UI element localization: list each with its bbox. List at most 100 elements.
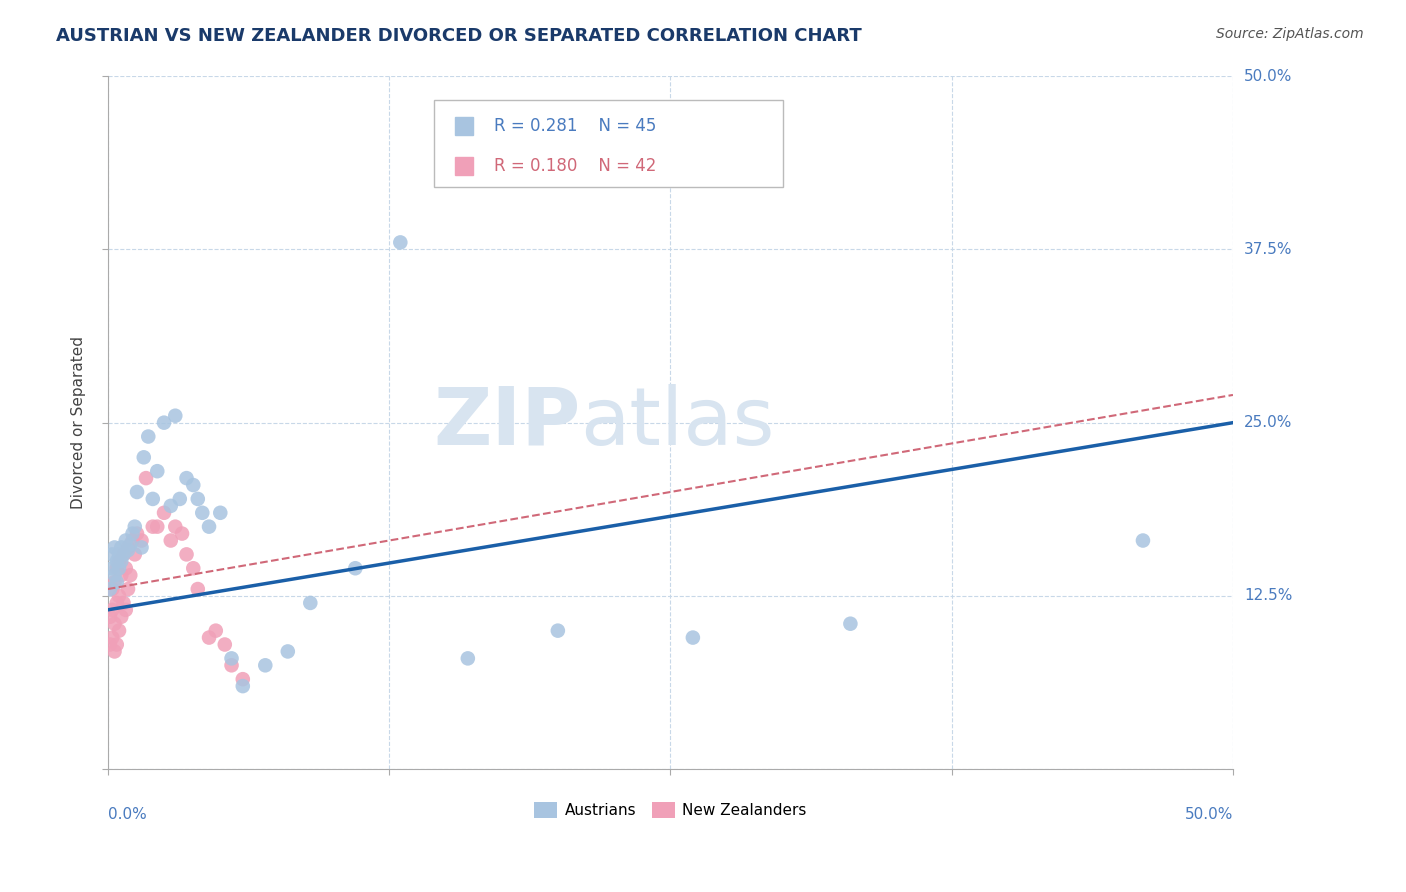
Point <box>181 561 204 575</box>
Text: 12.5%: 12.5% <box>1244 589 1292 604</box>
Point <box>103 644 125 658</box>
Text: 37.5%: 37.5% <box>1244 242 1292 257</box>
Legend: Austrians, New Zealanders: Austrians, New Zealanders <box>529 796 813 824</box>
Point <box>110 609 132 624</box>
Point <box>389 235 412 250</box>
Point <box>839 616 862 631</box>
Point <box>117 541 139 555</box>
Point <box>131 533 153 548</box>
Point <box>120 568 142 582</box>
Point <box>146 519 169 533</box>
Point <box>170 526 193 541</box>
Point <box>125 485 148 500</box>
Text: Source: ZipAtlas.com: Source: ZipAtlas.com <box>1216 27 1364 41</box>
Text: atlas: atlas <box>581 384 775 462</box>
Point <box>124 548 146 562</box>
Point <box>181 478 204 492</box>
Point <box>114 561 136 575</box>
Point <box>101 548 124 562</box>
Point <box>176 548 198 562</box>
Point <box>103 575 125 590</box>
Point <box>112 596 135 610</box>
Point <box>142 519 165 533</box>
Point <box>108 561 131 575</box>
Point <box>135 471 157 485</box>
Point <box>187 582 209 596</box>
Point <box>547 624 569 638</box>
Point <box>146 464 169 478</box>
Point <box>457 651 479 665</box>
Point <box>136 429 159 443</box>
Point <box>187 491 209 506</box>
Text: 50.0%: 50.0% <box>1185 807 1233 822</box>
Point <box>98 609 121 624</box>
Point <box>176 471 198 485</box>
Point <box>221 658 243 673</box>
Point <box>114 603 136 617</box>
Point <box>254 658 277 673</box>
Point <box>98 582 121 596</box>
Point <box>110 568 132 582</box>
Text: 25.0%: 25.0% <box>1244 415 1292 430</box>
Point <box>204 624 226 638</box>
Point <box>125 526 148 541</box>
Point <box>153 506 176 520</box>
Text: R = 0.180    N = 42: R = 0.180 N = 42 <box>494 157 657 175</box>
Point <box>105 596 128 610</box>
Point <box>299 596 322 610</box>
Point <box>108 589 131 603</box>
Point <box>108 624 131 638</box>
Point <box>108 548 131 562</box>
Point <box>221 651 243 665</box>
Text: 50.0%: 50.0% <box>1244 69 1292 84</box>
Point <box>103 616 125 631</box>
Text: AUSTRIAN VS NEW ZEALANDER DIVORCED OR SEPARATED CORRELATION CHART: AUSTRIAN VS NEW ZEALANDER DIVORCED OR SE… <box>56 27 862 45</box>
Point <box>108 554 131 568</box>
Point <box>103 541 125 555</box>
Point <box>131 541 153 555</box>
Point <box>110 541 132 555</box>
Point <box>232 672 254 686</box>
Point <box>117 582 139 596</box>
Text: R = 0.281    N = 45: R = 0.281 N = 45 <box>494 117 657 135</box>
Point <box>103 568 125 582</box>
FancyBboxPatch shape <box>434 100 783 187</box>
Point <box>232 679 254 693</box>
Point <box>277 644 299 658</box>
Point <box>120 538 142 552</box>
Point <box>682 631 704 645</box>
Point <box>101 561 124 575</box>
Point <box>209 506 232 520</box>
Point <box>344 561 367 575</box>
Point <box>198 631 221 645</box>
Point <box>169 491 191 506</box>
Point <box>159 533 181 548</box>
Point <box>1132 533 1154 548</box>
Point <box>112 548 135 562</box>
Point <box>114 533 136 548</box>
Point <box>121 526 143 541</box>
Text: 0.0%: 0.0% <box>108 807 146 822</box>
Point <box>159 499 181 513</box>
Point <box>132 450 155 465</box>
Point <box>105 638 128 652</box>
Point <box>101 603 124 617</box>
Y-axis label: Divorced or Separated: Divorced or Separated <box>72 336 86 509</box>
Point <box>105 575 128 590</box>
Point <box>165 409 187 423</box>
Point <box>165 519 187 533</box>
Point <box>121 533 143 548</box>
Point <box>117 543 139 558</box>
Point <box>105 561 128 575</box>
Point <box>153 416 176 430</box>
Point <box>112 548 135 562</box>
Point <box>124 519 146 533</box>
Point <box>110 554 132 568</box>
Point <box>142 491 165 506</box>
Point <box>191 506 214 520</box>
Point <box>98 638 121 652</box>
Point <box>101 582 124 596</box>
Point <box>105 554 128 568</box>
Point <box>101 631 124 645</box>
Point <box>214 638 236 652</box>
